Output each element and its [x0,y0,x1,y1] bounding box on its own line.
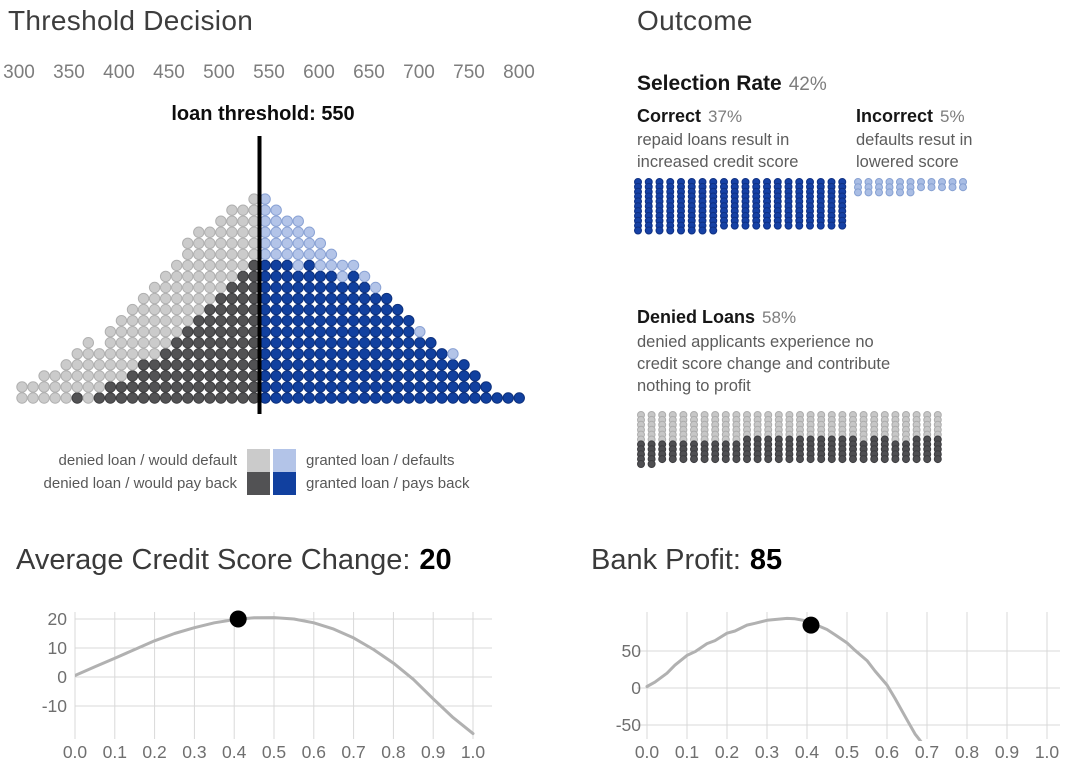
svg-text:-50: -50 [616,715,642,735]
axis-tick: 450 [153,62,185,83]
legend-label-denied-payback: denied loan / would pay back [43,475,237,492]
axis-tick: 750 [453,62,485,83]
svg-text:0.3: 0.3 [182,742,206,762]
selection-rate-label: Selection Rate [637,72,782,95]
outcome-panel-title: Outcome [637,5,753,36]
axis-tick: 600 [303,62,335,83]
incorrect-desc-line2: lowered score [856,153,959,171]
correct-waffle [634,178,847,235]
svg-text:20: 20 [48,609,68,629]
svg-text:0.7: 0.7 [341,742,365,762]
score-chart-svg: 20 10 0 -10 0.0 0.1 0.2 0.3 0.4 0.5 0.6 0.7 0.8 0.9 1.… [42,609,492,762]
svg-text:0.0: 0.0 [63,742,88,762]
svg-text:0.4: 0.4 [795,742,820,762]
axis-tick: 400 [103,62,135,83]
axis-tick: 300 [3,62,35,83]
svg-text:0.2: 0.2 [142,742,166,762]
threshold-marker [229,610,247,628]
denied-value: 58% [762,308,797,327]
axis-labels: 50 0 -50 0.0 0.1 0.2 0.3 0.4 0.5 0.6 0.7 0.8 0.9 1.0 [616,641,1060,762]
correct-desc-line2: increased credit score [637,153,799,171]
axis-tick: 550 [253,62,285,83]
svg-text:0.3: 0.3 [755,742,779,762]
selection-rate-value: 42% [788,74,827,95]
svg-text:0.6: 0.6 [875,742,899,762]
legend-swatch-denied-default [247,449,270,472]
curve [645,616,923,741]
axis-tick: 650 [353,62,385,83]
profit-chart-svg: 50 0 -50 0.0 0.1 0.2 0.3 0.4 0.5 0.6 0.7 0.8 0.9 1.0 [616,612,1060,762]
svg-text:0.8: 0.8 [381,742,405,762]
svg-text:0.9: 0.9 [995,742,1019,762]
correct-value: 37% [708,107,743,126]
denied-desc-line2: credit score change and contribute [637,355,891,373]
threshold-label: loan threshold: 550 [171,103,355,125]
correct-label: Correct [637,106,702,126]
correct-desc-line1: repaid loans result in [637,131,790,149]
legend-label-granted-payback: granted loan / pays back [306,475,470,492]
incorrect-desc-line1: defaults resut in [856,131,973,149]
svg-text:0.7: 0.7 [915,742,939,762]
denied-heading: Denied Loans 58% [637,307,796,328]
profit-chart-value: 85 [749,544,783,576]
svg-text:0.1: 0.1 [103,742,127,762]
svg-text:0.5: 0.5 [835,742,859,762]
curve [75,616,475,736]
axis-tick: 700 [403,62,435,83]
grid [74,612,492,739]
svg-text:50: 50 [622,641,642,661]
svg-text:0.4: 0.4 [222,742,247,762]
svg-text:0.9: 0.9 [421,742,445,762]
axis-tick: 500 [203,62,235,83]
svg-text:0.1: 0.1 [675,742,699,762]
denied-desc-line3: nothing to profit [637,377,751,395]
profit-chart-title: Bank Profit: 85 [591,544,782,577]
histogram-dots-granted [259,193,525,404]
legend-swatch-denied-payback [247,472,270,495]
incorrect-dots [854,178,967,197]
svg-text:1.0: 1.0 [461,742,486,762]
legend-swatch-granted-payback [273,472,296,495]
correct-dots [634,178,847,235]
svg-text:-10: -10 [42,696,68,716]
svg-text:0.0: 0.0 [635,742,660,762]
legend-label-denied-default: denied loan / would default [58,452,237,469]
svg-text:0.2: 0.2 [715,742,739,762]
score-chart-value: 20 [419,544,452,576]
incorrect-value: 5% [940,107,965,126]
svg-text:0: 0 [631,678,641,698]
incorrect-heading: Incorrect 5% [856,106,965,127]
svg-text:10: 10 [48,638,68,658]
svg-text:0.6: 0.6 [302,742,326,762]
axis-tick: 350 [53,62,85,83]
axis-labels: 20 10 0 -10 0.0 0.1 0.2 0.3 0.4 0.5 0.6 0.7 0.8 0.9 1.… [42,609,486,762]
denied-desc-line1: denied applicants experience no [637,333,874,351]
score-chart-title-text: Average Credit Score Change: [16,544,411,576]
denied-label: Denied Loans [637,307,756,327]
incorrect-label: Incorrect [856,106,934,126]
profit-chart-title-text: Bank Profit: [591,544,741,576]
selection-rate-heading: Selection Rate 42% [637,72,827,96]
denied-dots [637,411,942,468]
legend-label-granted-default: granted loan / defaults [306,452,455,469]
incorrect-waffle [854,178,967,197]
svg-text:0.8: 0.8 [955,742,979,762]
histogram-legend: denied loan / would default granted loan… [12,449,469,495]
denied-waffle [637,411,942,468]
score-chart-title: Average Credit Score Change: 20 [16,544,452,577]
credit-score-axis: 300 350 400 450 500 550 600 650 700 750 800 [0,62,540,86]
histogram-dots-denied [16,193,260,404]
correct-heading: Correct 37% [637,106,742,127]
svg-text:0: 0 [57,667,67,687]
legend-swatch-granted-default [273,449,296,472]
threshold-marker [802,616,820,634]
histogram-svg [16,136,525,414]
svg-text:0.5: 0.5 [262,742,286,762]
svg-text:1.0: 1.0 [1035,742,1060,762]
grid [637,612,1060,739]
axis-tick: 800 [503,62,535,83]
threshold-panel-title: Threshold Decision [8,5,254,36]
